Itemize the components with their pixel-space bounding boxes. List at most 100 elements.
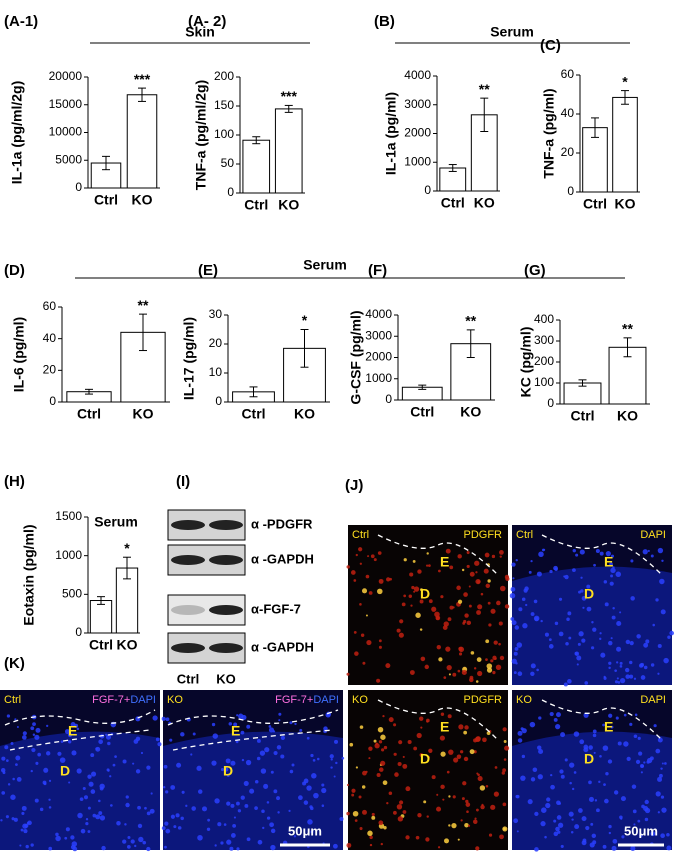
cell xyxy=(614,680,619,684)
cell xyxy=(163,764,168,769)
cell xyxy=(366,639,372,646)
cell xyxy=(448,749,454,755)
cell xyxy=(370,554,375,559)
cell xyxy=(427,756,431,759)
cell xyxy=(1,756,6,761)
cell xyxy=(602,723,605,727)
cell xyxy=(359,827,363,831)
cell xyxy=(644,799,649,805)
cell xyxy=(440,595,444,599)
cell xyxy=(556,815,562,820)
cell xyxy=(386,801,389,805)
cell xyxy=(398,632,404,638)
cell xyxy=(559,769,564,774)
cell xyxy=(180,732,185,737)
cell xyxy=(475,846,480,851)
cell xyxy=(660,795,665,799)
cell xyxy=(494,766,498,769)
cell xyxy=(411,585,415,590)
cell xyxy=(373,558,377,562)
cell xyxy=(607,759,613,764)
significance: *** xyxy=(134,71,151,87)
cell xyxy=(578,808,583,813)
y-tick-label: 0 xyxy=(547,396,554,410)
cell xyxy=(207,818,211,822)
cell xyxy=(359,603,362,606)
cell xyxy=(610,725,614,729)
cell xyxy=(602,745,609,751)
cell xyxy=(396,628,401,633)
cell xyxy=(588,796,595,802)
cell xyxy=(461,797,465,801)
cell xyxy=(553,831,559,837)
cell xyxy=(452,795,456,799)
cell xyxy=(498,642,501,646)
cell xyxy=(415,612,421,618)
cell xyxy=(657,737,663,743)
cell xyxy=(87,774,92,779)
cell xyxy=(521,597,526,602)
cell xyxy=(157,742,162,747)
cell xyxy=(22,731,27,736)
cell xyxy=(127,836,131,840)
blot-band xyxy=(171,643,205,653)
blot-band xyxy=(171,605,205,615)
cell xyxy=(660,833,665,839)
cell xyxy=(530,663,536,669)
cell xyxy=(456,754,462,760)
cell xyxy=(541,807,547,813)
cell xyxy=(261,809,265,814)
cell xyxy=(377,588,383,595)
cell xyxy=(521,728,527,734)
cell xyxy=(633,734,638,738)
cell xyxy=(620,817,623,820)
cell xyxy=(610,567,616,574)
y-tick-label: 20 xyxy=(43,363,57,377)
cell xyxy=(630,559,634,563)
panel-label: (K) xyxy=(4,655,25,672)
cell xyxy=(130,839,135,844)
cell xyxy=(522,623,528,629)
cell xyxy=(35,761,39,765)
cell xyxy=(560,844,564,848)
cell xyxy=(6,714,11,718)
cell xyxy=(329,754,334,759)
cell xyxy=(359,725,364,729)
y-tick-label: 0 xyxy=(215,394,222,408)
cell xyxy=(581,638,586,643)
x-tick-label: Ctrl xyxy=(410,404,434,420)
cell xyxy=(373,739,377,743)
cell xyxy=(64,836,68,840)
y-tick-label: 20 xyxy=(561,145,575,159)
cell xyxy=(582,606,585,609)
cell xyxy=(161,826,166,830)
cell xyxy=(48,806,52,809)
tissue xyxy=(512,566,672,685)
cell xyxy=(214,798,220,804)
cell xyxy=(330,758,333,761)
cell xyxy=(4,745,9,750)
cell xyxy=(407,740,412,745)
cell xyxy=(577,642,581,646)
cell xyxy=(439,735,445,741)
cell xyxy=(82,786,86,791)
cell xyxy=(663,657,669,664)
cell xyxy=(55,835,61,842)
cell xyxy=(92,813,97,818)
cell xyxy=(487,601,491,605)
cell xyxy=(26,821,30,825)
y-tick-label: 200 xyxy=(534,354,554,368)
cell xyxy=(495,664,502,671)
cell xyxy=(380,842,383,846)
cell xyxy=(462,621,466,625)
cell xyxy=(371,812,375,817)
cell xyxy=(264,747,270,753)
panel-label: (A-1) xyxy=(4,13,38,30)
cell xyxy=(616,677,619,680)
cell xyxy=(409,572,414,577)
cell xyxy=(416,732,422,739)
cell xyxy=(423,800,427,804)
significance: ** xyxy=(465,313,476,329)
cell xyxy=(511,562,516,567)
cell xyxy=(490,804,496,810)
